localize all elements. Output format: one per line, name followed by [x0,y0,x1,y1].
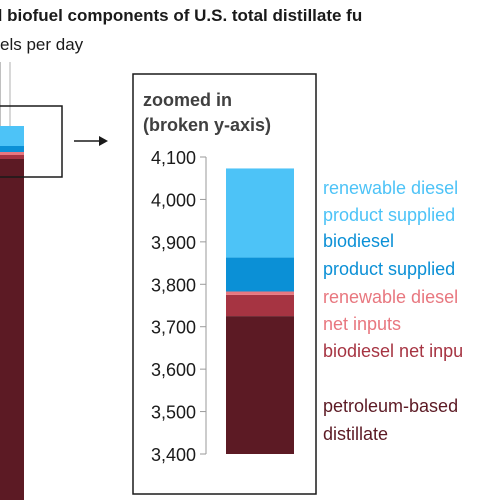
inset-stacked-bar [226,168,294,454]
legend-item-petroleum-based-distillate: distillate [323,424,388,444]
overview-segment-renewable-diesel-product [0,126,24,146]
legend-item-biodiesel-product-supplied: biodiesel [323,231,394,251]
inset-label: zoomed in (broken y-axis) [143,90,271,135]
legend-item-renewable-diesel-net-inputs: net inputs [323,314,401,334]
legend-item-petroleum-based-distillate: petroleum-based [323,396,458,416]
legend-item-biodiesel-product-supplied: product supplied [323,259,455,279]
y-tick-label: 4,100 [151,148,196,168]
zoom-region-box [0,105,63,178]
inset-label-line-1: (broken y-axis) [143,115,271,135]
y-tick-label: 4,000 [151,190,196,210]
bar-segment-renewable-diesel-product-supplied [226,168,294,258]
y-tick-label: 3,900 [151,233,196,253]
inset-frame [132,73,317,495]
y-tick-label: 3,700 [151,318,196,338]
chart-title: d biofuel components of U.S. total disti… [0,6,363,25]
legend: renewable diesel product supplied biodiese… [323,178,463,444]
bar-segment-renewable-diesel-net-inputs [226,291,294,295]
y-tick-label: 3,500 [151,403,196,423]
zoom-arrow [74,136,108,146]
legend-item-renewable-diesel-net-inputs: renewable diesel [323,287,458,307]
bar-segment-biodiesel-product-supplied [226,257,294,292]
overview-segment-renewable-diesel-net [0,152,24,155]
overview-segment-biodiesel-net [0,155,24,159]
bar-segment-biodiesel-net-inputs [226,294,294,317]
legend-item-renewable-diesel-product-supplied: product supplied [323,205,455,225]
y-tick-label: 3,800 [151,275,196,295]
overview-chart [0,62,63,500]
inset-y-axis: 4,100 4,000 3,900 3,800 3,700 3,600 3,500 3,400 [151,148,207,465]
legend-item-biodiesel-net-inputs: biodiesel net inpu [323,341,463,361]
inset-label-line-0: zoomed in [143,90,232,110]
legend-item-renewable-diesel-product-supplied: renewable diesel [323,178,458,198]
y-tick-label: 3,600 [151,360,196,380]
y-tick-label: 3,400 [151,445,196,465]
overview-segment-petroleum-distillate [0,159,24,500]
overview-segment-biodiesel-product [0,146,24,152]
chart-subtitle: els per day [0,35,84,54]
bar-segment-petroleum-based-distillate [226,316,294,454]
